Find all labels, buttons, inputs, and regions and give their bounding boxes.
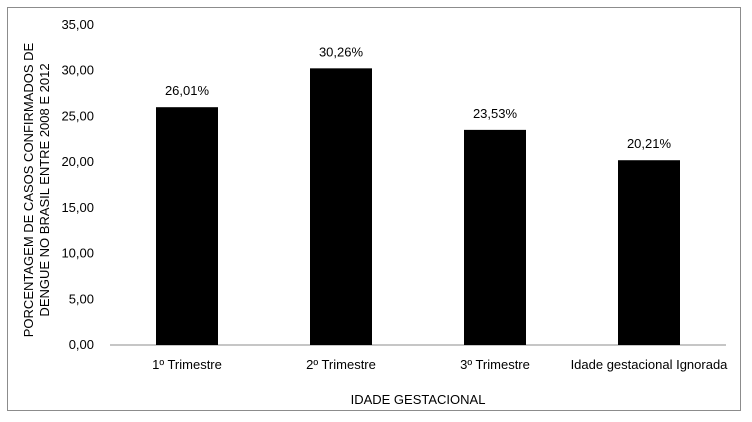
y-tick-label: 25,00 (61, 108, 94, 123)
bar (618, 160, 680, 345)
bar (310, 68, 372, 345)
bar (156, 107, 218, 346)
y-tick-label: 10,00 (61, 246, 94, 261)
category-label: 3º Trimestre (460, 357, 530, 372)
data-label: 30,26% (319, 44, 364, 59)
y-axis-label-line: PORCENTAGEM DE CASOS CONFIRMADOS DE (21, 42, 36, 337)
y-axis-label-line: DENGUE NO BRASIL ENTRE 2008 E 2012 (37, 63, 52, 316)
y-tick-label: 0,00 (69, 337, 94, 352)
category-label: 1º Trimestre (152, 357, 222, 372)
y-axis-ticks: 0,00 5,00 10,00 15,00 20,00 25,00 30,00 35,00 (61, 17, 94, 352)
data-label: 23,53% (473, 106, 518, 121)
x-axis-label: IDADE GESTACIONAL (351, 392, 486, 407)
data-labels: 26,01% 30,26% 23,53% 20,21% (165, 44, 672, 151)
category-label: 2º Trimestre (306, 357, 376, 372)
bar (464, 129, 526, 345)
y-axis-label: PORCENTAGEM DE CASOS CONFIRMADOS DE DENGU… (21, 42, 52, 337)
category-label: Idade gestacional Ignorada (571, 357, 729, 372)
data-label: 20,21% (627, 136, 672, 151)
y-tick-label: 35,00 (61, 17, 94, 32)
y-tick-label: 30,00 (61, 63, 94, 78)
bars (156, 68, 680, 346)
data-label: 26,01% (165, 83, 210, 98)
y-tick-label: 20,00 (61, 154, 94, 169)
y-tick-label: 15,00 (61, 200, 94, 215)
y-tick-label: 5,00 (69, 291, 94, 306)
category-labels: 1º Trimestre 2º Trimestre 3º Trimestre Idad… (152, 357, 728, 372)
